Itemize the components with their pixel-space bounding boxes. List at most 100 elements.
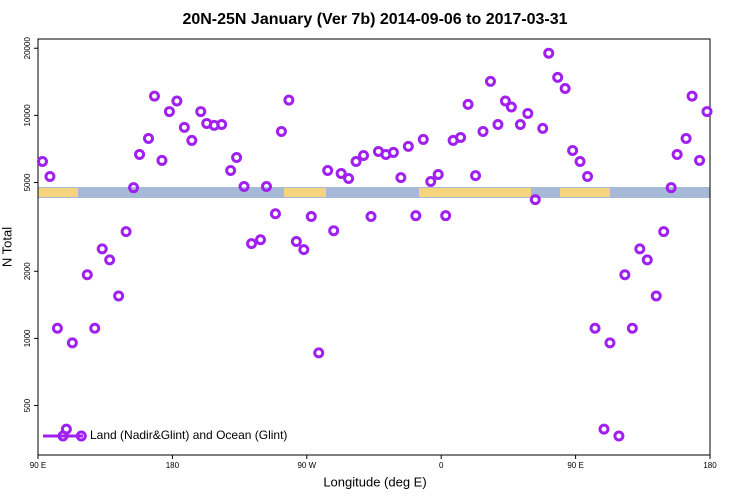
- point: [156, 154, 168, 166]
- point: [89, 322, 101, 334]
- point: [350, 156, 362, 168]
- x-tick-label: 90 E: [567, 461, 583, 470]
- point: [477, 125, 489, 137]
- point: [559, 82, 571, 94]
- point: [120, 226, 132, 238]
- point: [36, 156, 48, 168]
- point: [537, 122, 549, 134]
- x-tick-label: 90 E: [30, 461, 46, 470]
- chart-title: 20N-25N January (Ver 7b) 2014-09-06 to 2…: [182, 11, 567, 28]
- point: [425, 176, 437, 188]
- x-tick-label: 180: [166, 461, 180, 470]
- point: [358, 149, 370, 161]
- plot-frame: [37, 38, 711, 456]
- x-axis-label: Longitude (deg E): [323, 474, 426, 489]
- legend-label: Land (Nadir&Glint) and Ocean (Glint): [90, 428, 287, 442]
- point: [163, 106, 175, 118]
- point: [178, 121, 190, 133]
- point: [455, 131, 467, 143]
- point: [626, 322, 638, 334]
- land: [284, 188, 326, 197]
- point: [238, 180, 250, 192]
- point: [81, 269, 93, 281]
- point: [387, 146, 399, 158]
- point: [470, 170, 482, 182]
- point: [216, 119, 228, 131]
- point: [410, 210, 422, 222]
- point: [322, 164, 334, 176]
- y-axis-label: N Total: [0, 227, 14, 267]
- point: [694, 154, 706, 166]
- y-tick-label: 10000: [23, 104, 32, 127]
- legend-marker: [57, 430, 69, 442]
- point: [529, 194, 541, 206]
- y-tick-label: 1000: [23, 329, 32, 347]
- land: [419, 188, 531, 197]
- point: [171, 95, 183, 107]
- point: [66, 337, 78, 349]
- x-tick-label: 0: [439, 461, 444, 470]
- point: [582, 170, 594, 182]
- point: [432, 169, 444, 181]
- point: [395, 172, 407, 184]
- point: [440, 210, 452, 222]
- point: [499, 95, 511, 107]
- point: [96, 243, 108, 255]
- point: [686, 90, 698, 102]
- point: [402, 140, 414, 152]
- point: [313, 347, 325, 359]
- point: [462, 98, 474, 110]
- y-tick-label: 5000: [23, 173, 32, 191]
- point: [505, 101, 517, 113]
- point: [231, 152, 243, 164]
- point: [650, 290, 662, 302]
- point: [225, 164, 237, 176]
- point: [134, 148, 146, 160]
- point: [365, 210, 377, 222]
- point: [113, 290, 125, 302]
- point: [246, 238, 258, 250]
- ocean-strip: [38, 187, 710, 198]
- point: [514, 119, 526, 131]
- point: [104, 254, 116, 266]
- map-strip: [38, 187, 710, 198]
- point: [604, 337, 616, 349]
- point: [492, 119, 504, 131]
- land: [38, 188, 78, 197]
- x-tick-label: 180: [703, 461, 717, 470]
- point: [522, 107, 534, 119]
- point: [148, 90, 160, 102]
- point: [701, 106, 713, 118]
- point: [255, 234, 267, 246]
- point: [305, 210, 317, 222]
- point: [634, 243, 646, 255]
- point: [51, 322, 63, 334]
- point: [484, 75, 496, 87]
- point: [417, 133, 429, 145]
- point: [128, 182, 140, 194]
- point: [343, 173, 355, 185]
- point: [552, 71, 564, 83]
- point: [680, 132, 692, 144]
- x-tick-label: 90 W: [297, 461, 316, 470]
- point: [275, 125, 287, 137]
- point: [328, 225, 340, 237]
- point: [589, 322, 601, 334]
- point: [290, 235, 302, 247]
- land: [560, 188, 610, 197]
- y-tick-label: 2000: [23, 262, 32, 280]
- point: [143, 132, 155, 144]
- point: [613, 430, 625, 442]
- point: [671, 148, 683, 160]
- point: [598, 423, 610, 435]
- point: [665, 182, 677, 194]
- point: [298, 244, 310, 256]
- point: [574, 156, 586, 168]
- y-tick-label: 20000: [23, 37, 32, 60]
- point: [335, 167, 347, 179]
- point: [641, 254, 653, 266]
- point: [619, 269, 631, 281]
- point: [658, 226, 670, 238]
